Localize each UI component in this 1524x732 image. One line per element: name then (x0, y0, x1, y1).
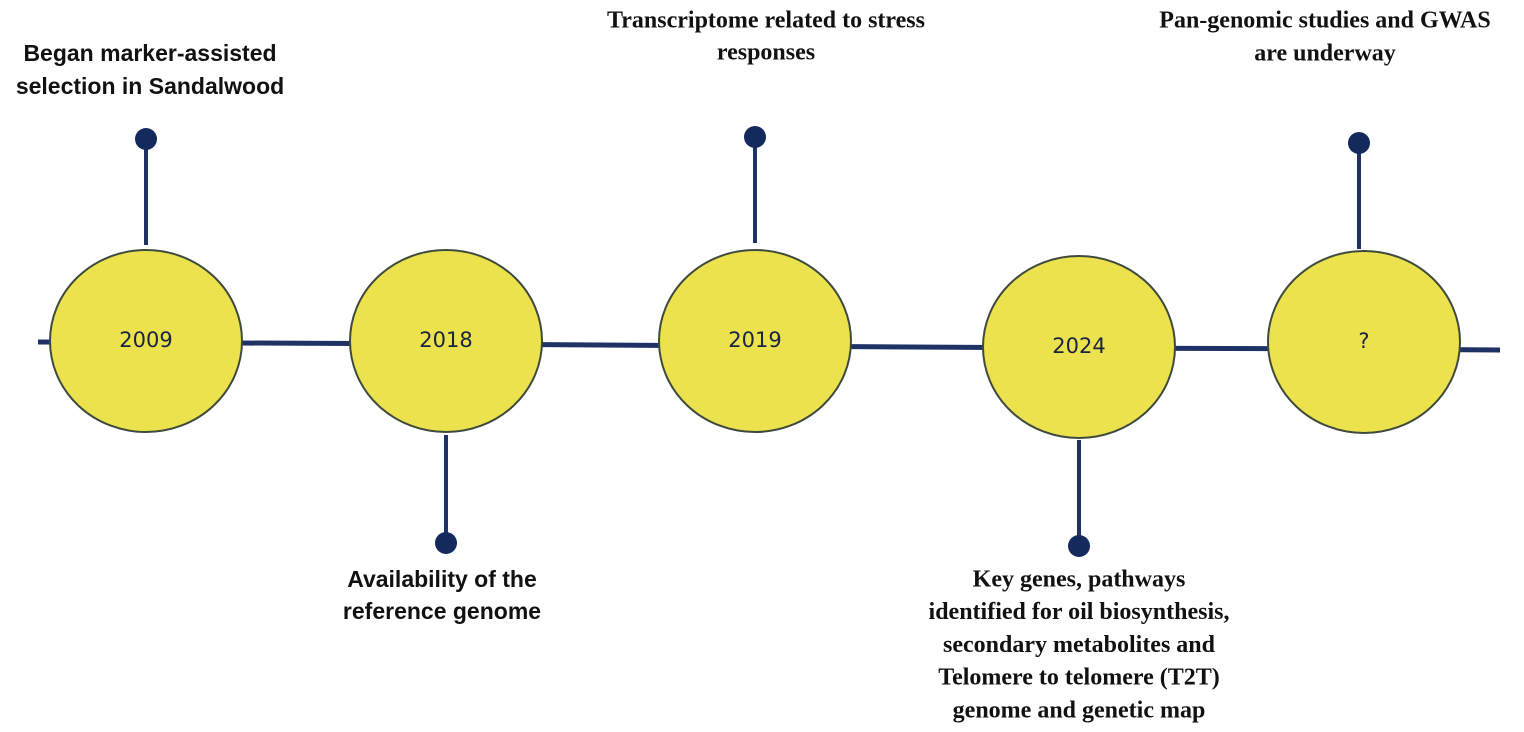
milestone-text: identified for oil biosynthesis, (929, 599, 1230, 625)
milestone-text: genome and genetic map (953, 697, 1206, 723)
year-label: 2019 (728, 328, 781, 352)
year-circle (1267, 250, 1461, 434)
pin-dot (1348, 132, 1370, 154)
milestone-text: secondary metabolites and (943, 632, 1216, 658)
pin-dot (435, 532, 457, 554)
year-circle (49, 249, 243, 433)
pin-dot (744, 126, 766, 148)
milestone-text: responses (717, 40, 815, 66)
year-label: ? (1358, 329, 1369, 353)
pin-dot (135, 128, 157, 150)
year-label: 2018 (419, 328, 472, 352)
milestone-text: are underway (1254, 41, 1396, 67)
pin-dot (1068, 535, 1090, 557)
milestone-text: Availability of the (347, 566, 537, 592)
milestone-text: Telomere to telomere (T2T) (938, 665, 1219, 691)
milestone-text: Transcriptome related to stress (607, 8, 925, 34)
year-circle (982, 255, 1176, 439)
milestone-text: Key genes, pathways (973, 567, 1186, 593)
milestone-text: Began marker-assisted (23, 40, 276, 66)
year-label: 2024 (1052, 334, 1105, 358)
milestone-text: reference genome (343, 598, 541, 624)
milestone-text: selection in Sandalwood (16, 73, 284, 99)
year-circle (349, 249, 543, 433)
milestone-text: Pan-genomic studies and GWAS (1159, 8, 1490, 34)
year-label: 2009 (119, 328, 172, 352)
year-circle (658, 249, 852, 433)
